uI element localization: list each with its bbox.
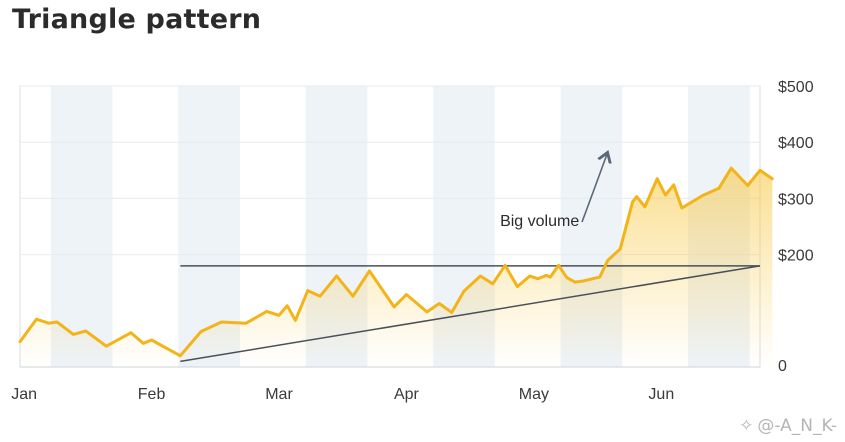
support-line <box>180 265 761 363</box>
annotations: Big volume <box>500 154 607 230</box>
y-tick-label: $200 <box>778 248 814 265</box>
x-tick-label: May <box>519 386 549 403</box>
price-area <box>20 168 773 367</box>
x-tick-label: Feb <box>138 386 166 403</box>
annotation-arrow <box>581 154 607 223</box>
x-tick-label: Mar <box>265 386 293 403</box>
binance-logo-icon: ✧ <box>739 416 754 436</box>
x-tick-label: Jun <box>648 386 674 403</box>
y-tick-label: 0 <box>778 358 787 375</box>
x-tick-label: Jan <box>11 386 37 403</box>
y-axis: 0 $200 $300 $400 $500 <box>778 79 814 375</box>
annotation-label: Big volume <box>500 213 579 230</box>
x-tick-label: Apr <box>394 386 420 403</box>
plot-area <box>18 166 774 367</box>
x-axis: Jan Feb Mar Apr May Jun <box>11 386 674 403</box>
watermark: ✧ @-A_N_K- <box>739 416 837 436</box>
price-line <box>18 166 774 358</box>
y-tick-label: $500 <box>778 79 814 96</box>
y-tick-label: $400 <box>778 135 814 152</box>
chart-title: Triangle pattern <box>12 4 262 35</box>
background-band <box>178 86 240 367</box>
watermark-text: @-A_N_K- <box>757 416 837 436</box>
background-band <box>50 86 113 367</box>
y-tick-label: $300 <box>778 191 814 208</box>
